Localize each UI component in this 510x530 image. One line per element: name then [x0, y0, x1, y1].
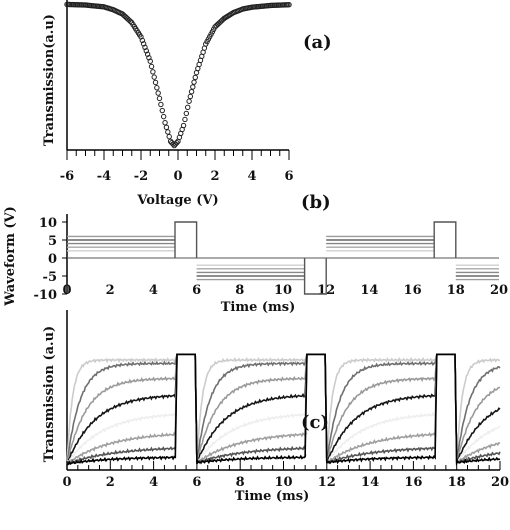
panel-c-x-tick-label: 6: [192, 475, 201, 490]
panel-a-data-point: [159, 107, 165, 114]
panel-c-lines: [66, 353, 501, 466]
panel-a-x-tick-label: 0: [173, 169, 182, 184]
panel-a-x-tick-label: 2: [210, 169, 219, 184]
panel-b-x-tick-label: 18: [447, 283, 465, 298]
panel-c: 0 2 4 6 8 10 12 14 16 18 20 Time (ms) Transmission…: [42, 310, 509, 504]
panel-c-transmission-line: [66, 353, 501, 464]
panel-a-data-point: [160, 113, 167, 120]
panel-b-pulse: [174, 221, 198, 258]
panel-b-x-tick-label: 8: [235, 283, 244, 298]
panel-b-label: (b): [301, 192, 331, 213]
panel-a-x-tick-label: -6: [60, 169, 74, 184]
panel-b-x-tick-label: 10: [274, 283, 292, 298]
panel-c-x-tick-label: 18: [448, 475, 466, 490]
panel-b-x-tick-label: 0: [62, 283, 71, 298]
panel-a-data-point: [127, 18, 134, 25]
panel-a-ylabel: Transmission(a.u): [42, 14, 57, 146]
panel-a-axes: [66, 0, 289, 151]
panel-b-y-tick-label: -5: [43, 270, 57, 285]
panel-a-data-point: [151, 74, 157, 80]
panel-a-xlabel: Voltage (V): [136, 193, 218, 208]
panel-c-ticks: 0 2 4 6 8 10 12 14 16 18 20: [62, 461, 509, 490]
panel-a-x-tick-label: -2: [134, 169, 148, 184]
panel-c-label: (c): [301, 412, 329, 433]
panel-c-x-tick-label: 20: [491, 475, 509, 490]
panel-a-data-point: [186, 98, 192, 104]
panel-b-y-tick-label: 5: [48, 234, 57, 249]
panel-c-transmission-line: [66, 353, 501, 465]
panel-c-transmission-line: [66, 353, 501, 466]
panel-a-data-point: [148, 63, 155, 70]
panel-a-data-point: [286, 2, 292, 8]
panel-c-transmission-line: [66, 353, 501, 464]
panel-b-x-tick-label: 14: [360, 283, 378, 298]
panel-a-data-point: [156, 95, 163, 102]
panel-a-data-point: [190, 84, 196, 90]
panel-c-x-tick-label: 12: [318, 475, 336, 490]
panel-a-data-point: [155, 90, 161, 96]
panel-b-y-tick-label: -10: [34, 288, 58, 303]
panel-b-waveform-line: [67, 250, 499, 266]
panel-a-data-point: [192, 74, 198, 81]
panel-a-data-point: [165, 129, 171, 135]
panel-a-data-point: [166, 133, 172, 140]
panel-c-x-tick-label: 8: [236, 475, 245, 490]
panel-a-ticks: -6 -4 -2 0 2 4 6: [60, 150, 294, 184]
panel-b-waveform-line: [67, 246, 499, 270]
panel-a-data-point: [158, 101, 164, 108]
panel-a-x-tick-label: 6: [284, 169, 293, 184]
panel-a-points: [64, 1, 292, 149]
panel-b-y-tick-label: 0: [48, 252, 57, 267]
panel-b-pulse: [433, 221, 457, 258]
panel-b-xlabel: Time (ms): [221, 300, 296, 315]
panel-b-pulse: [303, 258, 327, 295]
panel-a-x-tick-label: -4: [97, 169, 111, 184]
panel-c-x-tick-label: 14: [361, 475, 379, 490]
panel-a-label: (a): [303, 32, 332, 53]
panel-a-data-point: [188, 89, 195, 95]
panel-c-x-tick-label: 2: [106, 475, 115, 490]
panel-c-xlabel: Time (ms): [235, 489, 310, 504]
panel-b-waveform-line: [67, 235, 499, 281]
panel-c-x-tick-label: 0: [62, 475, 71, 490]
panel-a-data-point: [191, 79, 197, 85]
panel-a-data-point: [187, 93, 194, 100]
panel-a-data-point: [183, 110, 190, 117]
panel-b-x-tick-label: 20: [490, 283, 508, 298]
panel-b-x-tick-label: 16: [404, 283, 422, 298]
panel-b-x-tick-label: 2: [106, 283, 115, 298]
panel-a-data-point: [180, 122, 187, 129]
panel-a-data-point: [174, 140, 180, 146]
panel-a-data-point: [150, 69, 156, 75]
panel-a-data-point: [152, 79, 159, 86]
panel-a: -6 -4 -2 0 2 4 6 Voltage (V) Transmission(a.u)…: [42, 0, 332, 208]
panel-c-x-tick-label: 16: [404, 475, 422, 490]
panel-c-transmission-line: [66, 353, 501, 464]
panel-a-data-point: [182, 116, 188, 123]
panel-c-transmission-line: [66, 353, 501, 464]
panel-b-x-tick-label: 4: [149, 283, 158, 298]
panel-a-data-point: [154, 85, 160, 91]
panel-b-y-tick-label: 10: [39, 216, 57, 231]
panel-b-lines: [67, 221, 499, 295]
panel-b-waveform-line: [67, 242, 499, 274]
panel-c-x-tick-label: 4: [149, 475, 158, 490]
panel-a-x-tick-label: 4: [247, 169, 256, 184]
panel-c-transmission-line: [66, 353, 501, 466]
panel-a-data-point: [185, 104, 191, 111]
panel-c-ylabel: Transmission (a.u): [42, 326, 57, 462]
panel-a-data-point: [162, 119, 168, 126]
panel-a-data-point: [163, 124, 170, 131]
panel-c-transmission-line: [66, 353, 501, 465]
panel-b-waveform-line: [67, 239, 499, 277]
panel-b-ylabel: Waveform (V): [3, 206, 18, 307]
panel-c-x-tick-label: 10: [274, 475, 292, 490]
panel-a-data-point: [147, 58, 153, 64]
panel-b-x-tick-label: 6: [192, 283, 201, 298]
